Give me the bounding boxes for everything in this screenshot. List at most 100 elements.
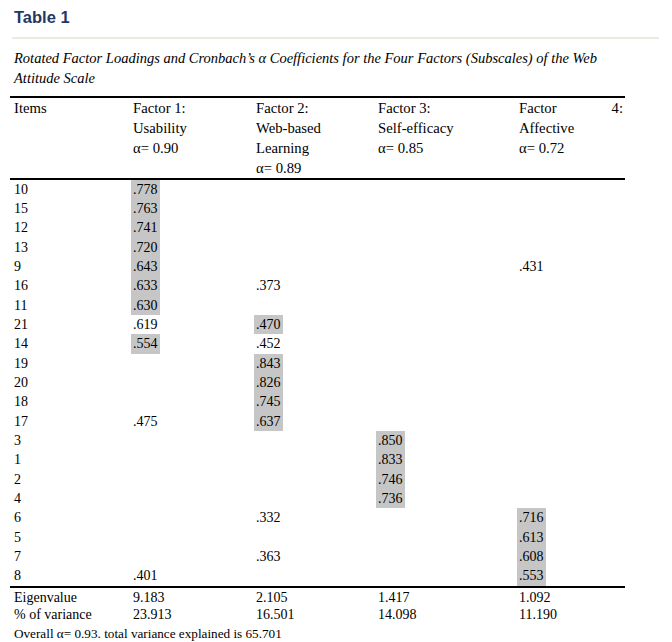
loading-cell-f1: .475 <box>133 412 256 431</box>
loading-cell-f3 <box>378 566 519 585</box>
table-row: 3.850 <box>10 431 625 450</box>
footer-value: 2.105 <box>256 589 378 607</box>
loading-cell-f1: .633 <box>133 276 256 295</box>
loading-cell-f4: .608 <box>519 547 625 566</box>
loading-cell-f1: .763 <box>133 199 256 218</box>
factor-loadings-table: ItemsFactor 1:Usabilityα= 0.90Factor 2:W… <box>10 96 625 624</box>
footer-value-text: 23.913 <box>131 606 174 624</box>
footer-value: 1.417 <box>378 589 519 607</box>
item-number-cell: 2 <box>10 470 133 489</box>
item-number-cell: 4 <box>10 489 133 508</box>
footer-value-text: 1.417 <box>376 589 412 607</box>
header-line: Web-based <box>256 118 378 138</box>
highlighted-loading-value: .553 <box>517 566 546 585</box>
header-cell-f3: Factor 3:Self-efficacyα= 0.85 <box>378 98 519 178</box>
loading-cell-f1 <box>133 547 256 566</box>
highlighted-loading-value: .843 <box>254 354 283 373</box>
loading-cell-f3: .746 <box>378 470 519 489</box>
table-row: 2 .746 <box>10 470 625 489</box>
loading-cell-f2 <box>256 566 378 585</box>
header-word-left: Factor <box>519 98 557 118</box>
table-body: 10.77815.76312.74113.7209.643.43116.633.… <box>10 180 625 586</box>
highlighted-loading-value: .608 <box>517 547 546 566</box>
loading-cell-f3: .833 <box>378 450 519 469</box>
loading-cell-f1: .741 <box>133 218 256 237</box>
table-header-row: ItemsFactor 1:Usabilityα= 0.90Factor 2:W… <box>10 96 625 180</box>
loading-cell-f2: .826 <box>256 373 378 392</box>
loading-cell-f3 <box>378 547 519 566</box>
highlighted-loading-value: .613 <box>517 528 546 547</box>
item-number-cell: 7 <box>10 547 133 566</box>
footer-value: 9.183 <box>133 589 256 607</box>
header-line: Learning <box>256 138 378 158</box>
loading-value: .452 <box>254 334 283 353</box>
loading-cell-f3 <box>378 528 519 547</box>
loading-cell-f2 <box>256 199 378 218</box>
loading-cell-f2 <box>256 431 378 450</box>
loading-cell-f1: .778 <box>133 180 256 199</box>
loading-cell-f3 <box>378 180 519 199</box>
loading-cell-f1 <box>133 373 256 392</box>
table-row: 19 .843 <box>10 354 625 373</box>
loading-cell-f2 <box>256 180 378 199</box>
loading-cell-f2 <box>256 218 378 237</box>
loading-cell-f2: .470 <box>256 315 378 334</box>
header-line: α= 0.72 <box>519 138 625 158</box>
footer-label: Eigenvalue <box>10 589 133 607</box>
highlighted-loading-value: .778 <box>131 180 160 199</box>
header-line: Factor4: <box>519 98 625 118</box>
loading-cell-f2: .637 <box>256 412 378 431</box>
table-row: 11.630 <box>10 296 625 315</box>
item-number-cell: 19 <box>10 354 133 373</box>
loading-cell-f1 <box>133 470 256 489</box>
item-number-cell: 5 <box>10 528 133 547</box>
table-row: 18 .745 <box>10 392 625 411</box>
item-number-cell: 15 <box>10 199 133 218</box>
loading-cell-f2: .745 <box>256 392 378 411</box>
footer-value: 1.092 <box>519 589 625 607</box>
item-number-cell: 9 <box>10 257 133 276</box>
header-line: Usability <box>133 118 256 138</box>
item-number-cell: 1 <box>10 450 133 469</box>
loading-cell-f4: .431 <box>519 257 625 276</box>
loading-cell-f4: .553 <box>519 566 625 585</box>
highlighted-loading-value: .833 <box>376 450 405 469</box>
footer-value-text: 16.501 <box>254 606 297 624</box>
loading-cell-f1: .401 <box>133 566 256 585</box>
loading-cell-f1 <box>133 450 256 469</box>
table-row: 5 .613 <box>10 528 625 547</box>
loading-cell-f4 <box>519 392 625 411</box>
footer-value-text: 14.098 <box>376 606 419 624</box>
header-line: Affective <box>519 118 625 138</box>
item-number-cell: 18 <box>10 392 133 411</box>
loading-cell-f1 <box>133 528 256 547</box>
item-number-cell: 14 <box>10 334 133 353</box>
header-cell-f4: Factor4:Affectiveα= 0.72 <box>519 98 625 178</box>
loading-cell-f4 <box>519 180 625 199</box>
loading-cell-f3 <box>378 354 519 373</box>
loading-cell-f4 <box>519 276 625 295</box>
loading-value: .373 <box>254 276 283 295</box>
highlighted-loading-value: .643 <box>131 257 160 276</box>
footer-value-text: 2.105 <box>254 589 290 607</box>
loading-value: .332 <box>254 508 283 527</box>
loading-cell-f4: .613 <box>519 528 625 547</box>
footer-value: 23.913 <box>133 606 256 624</box>
highlighted-loading-value: .637 <box>254 412 283 431</box>
highlighted-loading-value: .746 <box>376 470 405 489</box>
item-number-cell: 12 <box>10 218 133 237</box>
header-line: α= 0.85 <box>378 138 519 158</box>
highlighted-loading-value: .554 <box>131 334 160 353</box>
loading-cell-f1 <box>133 489 256 508</box>
footer-value-text: 9.183 <box>131 589 167 607</box>
table-row: 7.363.608 <box>10 547 625 566</box>
header-cell-f1: Factor 1:Usabilityα= 0.90 <box>133 98 256 178</box>
table-footer-row: % of variance23.91316.50114.09811.190 <box>10 606 625 624</box>
loading-cell-f2: .452 <box>256 334 378 353</box>
loading-cell-f4 <box>519 431 625 450</box>
footer-label: % of variance <box>10 606 133 624</box>
loading-cell-f2 <box>256 238 378 257</box>
table-footer: Eigenvalue9.183 2.105 1.417 1.092 % of varia… <box>10 586 625 624</box>
loading-cell-f3 <box>378 373 519 392</box>
loading-cell-f3 <box>378 315 519 334</box>
